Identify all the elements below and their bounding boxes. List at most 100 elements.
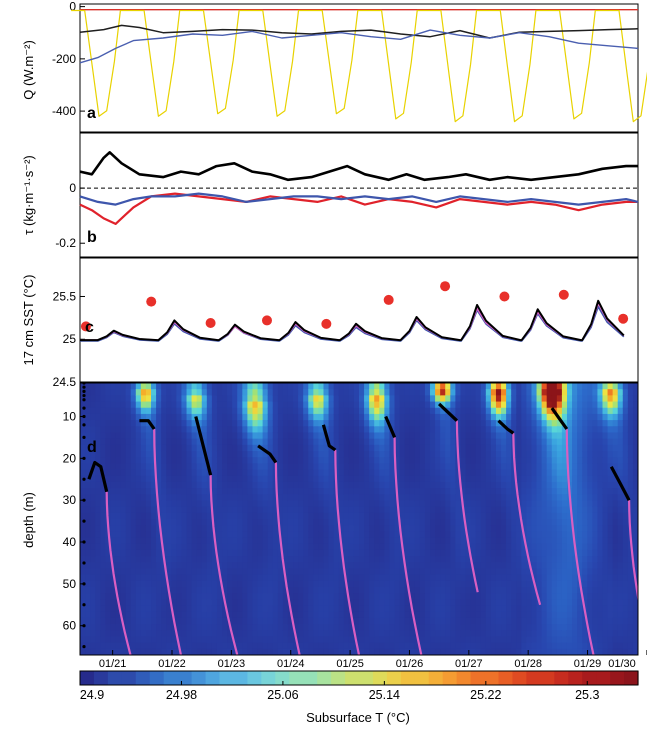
heatmap-cell — [384, 512, 391, 520]
heatmap-cell — [95, 432, 101, 440]
heatmap-cell — [394, 407, 401, 415]
heatmap-cell — [521, 624, 527, 631]
heatmap-cell — [490, 525, 497, 532]
heatmap-cell — [465, 580, 472, 588]
heatmap-cell — [227, 500, 233, 508]
heatmap-cell — [551, 630, 558, 638]
heatmap-cell — [211, 648, 218, 655]
heatmap-cell — [475, 556, 482, 563]
heatmap-cell — [414, 648, 421, 655]
heatmap-cell — [617, 438, 624, 446]
heatmap-cell — [359, 488, 365, 495]
heatmap-cell — [191, 407, 198, 415]
heatmap-cell — [572, 413, 578, 421]
heatmap-cell — [262, 543, 269, 551]
heatmap-cell — [211, 624, 218, 631]
heatmap-cell — [353, 469, 360, 477]
heatmap-cell — [612, 444, 619, 452]
heatmap-cell — [485, 432, 492, 440]
heatmap-cell — [308, 617, 314, 625]
heatmap-cell — [572, 512, 578, 520]
heatmap-cell — [222, 395, 228, 403]
heatmap-cell — [551, 401, 558, 409]
heatmap-cell — [176, 525, 183, 532]
heatmap-cell — [414, 383, 421, 390]
heatmap-cell — [176, 549, 183, 557]
heatmap-cell — [470, 444, 477, 452]
heatmap-cell — [201, 407, 208, 415]
heatmap-cell — [414, 531, 421, 539]
heatmap-cell — [450, 494, 456, 502]
heatmap-cell — [100, 525, 106, 532]
heatmap-cell — [495, 519, 502, 526]
heatmap-cell — [206, 599, 213, 607]
ytick-label: -400 — [52, 104, 76, 118]
heatmap-cell — [237, 537, 243, 545]
heatmap-cell — [501, 407, 507, 415]
heatmap-cell — [222, 617, 228, 625]
heatmap-cell — [125, 506, 132, 514]
heatmap-cell — [90, 420, 96, 427]
heatmap-cell — [369, 426, 375, 434]
heatmap-cell — [460, 587, 467, 594]
heatmap-cell — [135, 599, 142, 607]
heatmap-cell — [242, 556, 248, 563]
heatmap-cell — [597, 537, 604, 545]
heatmap-cell — [125, 611, 132, 619]
heatmap-cell — [201, 475, 208, 483]
heatmap-cell — [389, 469, 396, 477]
heatmap-cell — [450, 488, 456, 495]
heatmap-cell — [216, 525, 223, 532]
heatmap-cell — [617, 642, 624, 650]
heatmap-cell — [328, 451, 335, 458]
heatmap-cell — [232, 611, 238, 619]
heatmap-cell — [364, 574, 370, 582]
heatmap-cell — [414, 389, 421, 396]
heatmap-cell — [348, 605, 355, 613]
heatmap-cell — [156, 636, 162, 644]
heatmap-cell — [166, 512, 172, 520]
heatmap-cell — [323, 580, 330, 588]
heatmap-cell — [318, 543, 325, 551]
heatmap-cell — [602, 556, 609, 563]
heatmap-cell — [572, 593, 578, 600]
heatmap-cell — [318, 481, 325, 489]
heatmap-cell — [561, 494, 568, 502]
heatmap-cell — [495, 413, 502, 421]
heatmap-cell — [440, 420, 446, 427]
heatmap-cell — [85, 593, 91, 600]
heatmap-cell — [435, 469, 441, 477]
heatmap-cell — [470, 611, 477, 619]
colorbar-swatch — [191, 671, 207, 685]
heatmap-cell — [171, 593, 177, 600]
heatmap-cell — [303, 519, 309, 526]
heatmap-cell — [622, 531, 629, 539]
heatmap-cell — [252, 395, 259, 403]
ytick-label: -200 — [52, 52, 76, 66]
heatmap-cell — [196, 599, 203, 607]
heatmap-cell — [140, 624, 147, 631]
heatmap-cell — [399, 389, 406, 396]
heatmap-cell — [602, 611, 609, 619]
heatmap-cell — [105, 556, 112, 563]
heatmap-cell — [612, 642, 619, 650]
heatmap-cell — [445, 556, 451, 563]
heatmap-cell — [186, 648, 193, 655]
heatmap-cell — [516, 444, 522, 452]
heatmap-cell — [516, 481, 522, 489]
heatmap-cell — [151, 500, 157, 508]
heatmap-cell — [95, 389, 101, 396]
heatmap-cell — [252, 488, 259, 495]
heatmap-cell — [450, 605, 456, 613]
heatmap-cell — [80, 463, 86, 471]
heatmap-cell — [191, 648, 198, 655]
heatmap-cell — [359, 506, 365, 514]
heatmap-cell — [364, 500, 370, 508]
heatmap-cell — [627, 574, 634, 582]
heatmap-cell — [120, 475, 127, 483]
heatmap-cell — [470, 630, 477, 638]
heatmap-cell — [577, 401, 583, 409]
heatmap-cell — [572, 519, 578, 526]
heatmap-cell — [90, 475, 96, 483]
heatmap-cell — [293, 593, 299, 600]
